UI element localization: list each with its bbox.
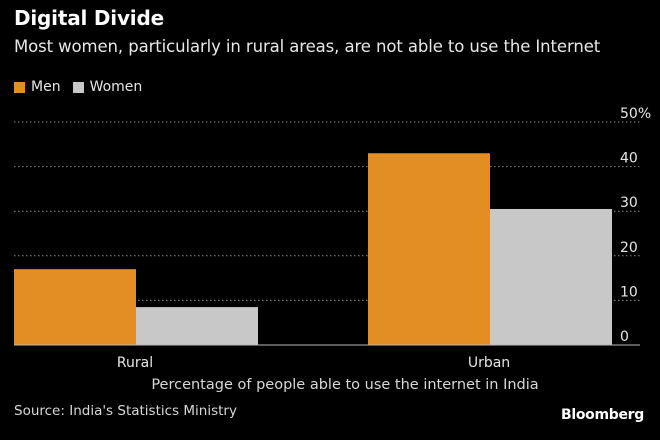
y-tick-label: 20	[620, 240, 638, 256]
legend-label-men: Men	[31, 79, 61, 95]
legend-item-men: Men	[14, 79, 61, 95]
x-tick-label: Rural	[117, 355, 153, 371]
bar-men-urban	[368, 153, 490, 345]
x-axis-label: Percentage of people able to use the int…	[151, 377, 539, 393]
source-note: Source: India's Statistics Ministry	[14, 403, 237, 419]
chart-subtitle: Most women, particularly in rural areas,…	[14, 37, 601, 56]
chart-title: Digital Divide	[14, 6, 164, 30]
bar-women-rural	[136, 307, 258, 345]
legend: Men Women	[14, 79, 154, 95]
legend-swatch-women	[72, 81, 84, 93]
legend-label-women: Women	[89, 79, 143, 95]
y-tick-label: 10	[620, 284, 638, 300]
y-tick-label: 40	[620, 151, 638, 167]
y-tick-label: 30	[620, 195, 638, 211]
bar-women-urban	[490, 208, 612, 345]
bar-men-rural	[14, 269, 136, 345]
bloomberg-logo: Bloomberg	[560, 407, 644, 423]
y-tick-label: 50%	[620, 106, 651, 122]
legend-item-women: Women	[72, 79, 143, 95]
x-tick-label: Urban	[468, 355, 510, 371]
legend-swatch-men	[14, 81, 25, 93]
y-tick-label: 0	[620, 329, 629, 345]
